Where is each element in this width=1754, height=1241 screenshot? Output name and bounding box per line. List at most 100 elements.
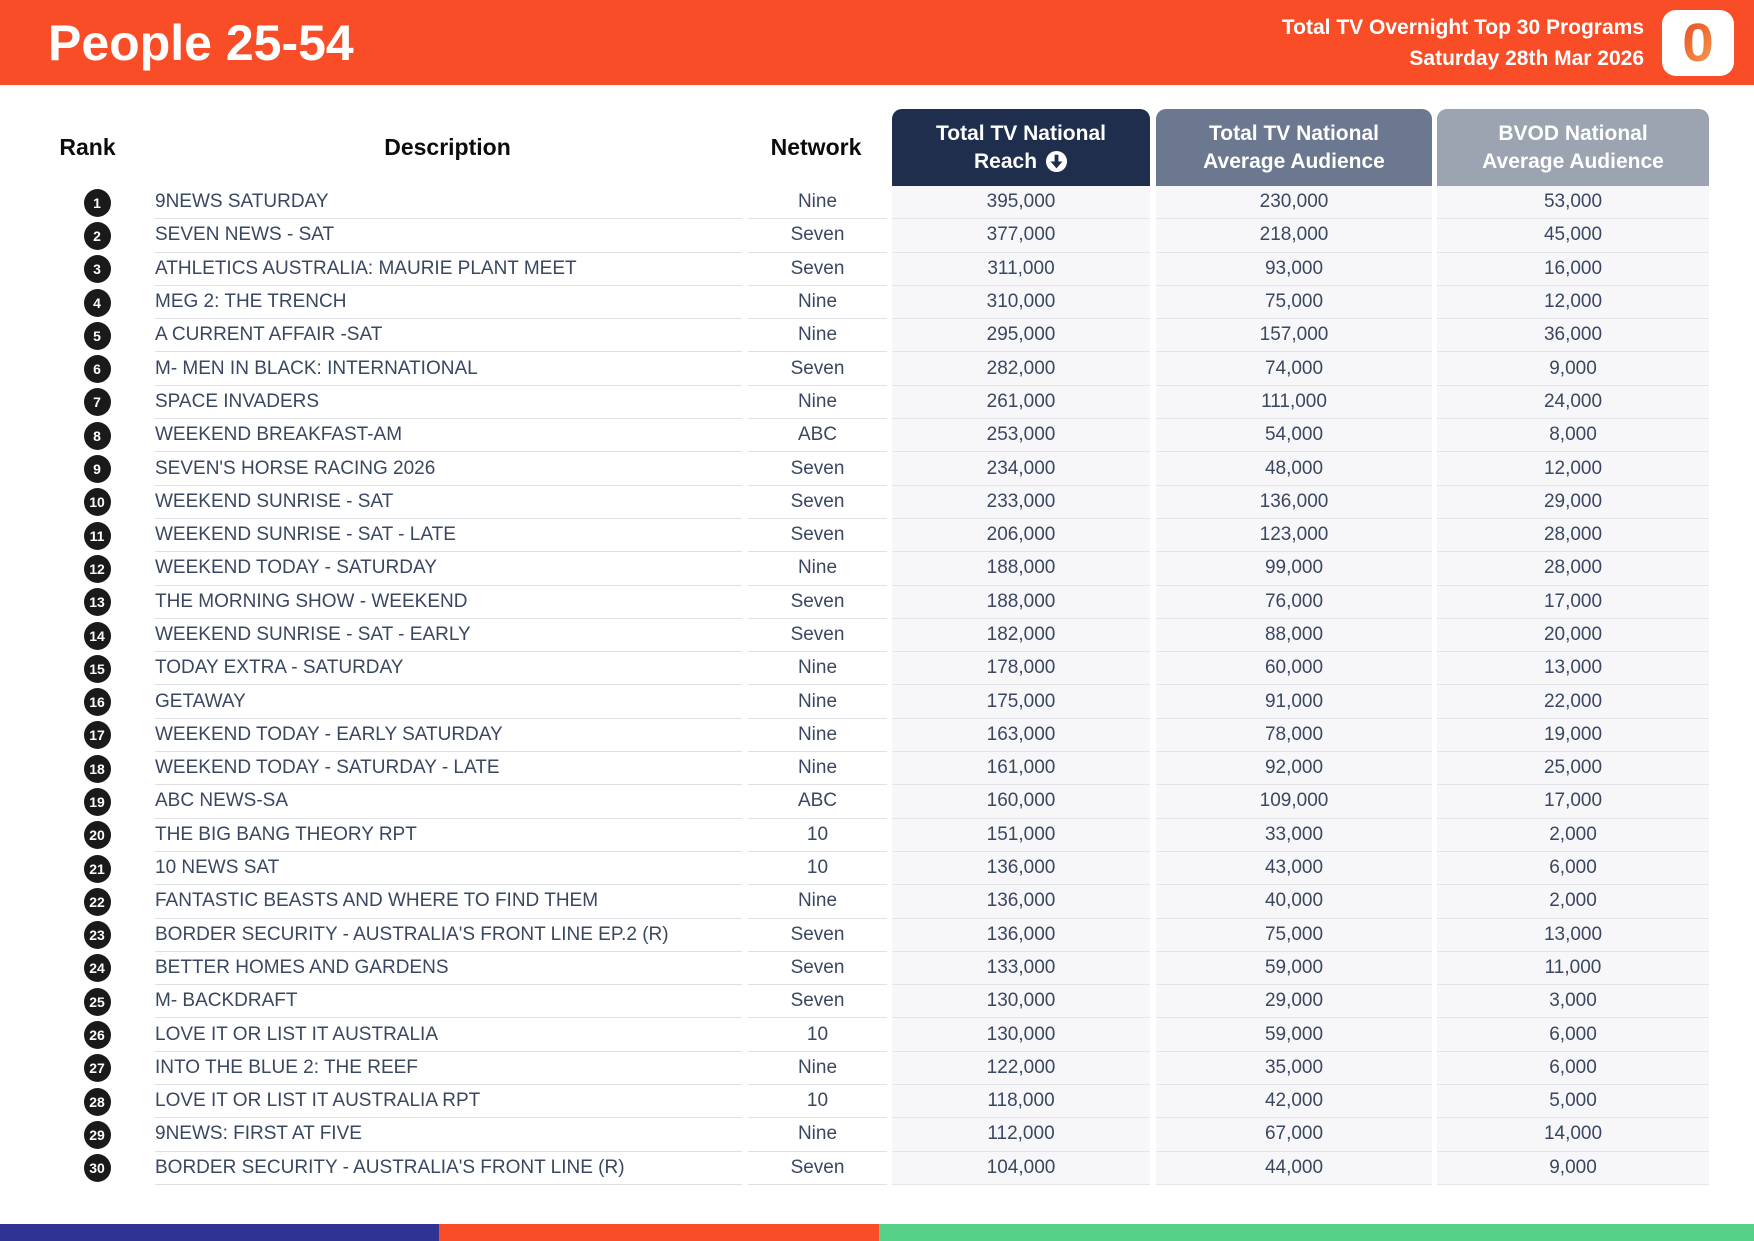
network-cell: Nine	[748, 186, 887, 220]
oztam-zero-icon: 0	[1682, 12, 1714, 73]
network-cell: Seven	[748, 952, 887, 986]
rank-badge: 18	[83, 754, 111, 783]
bvod-audience-value: 20,000	[1437, 618, 1709, 653]
program-description: M- MEN IN BLACK: INTERNATIONAL	[155, 352, 742, 386]
bvod-header-line2: Average Audience	[1482, 149, 1664, 173]
program-description: WEEKEND BREAKFAST-AM	[155, 419, 742, 453]
column-header-bvod-audience: BVOD National Average Audience	[1437, 109, 1709, 186]
bvod-audience-value: 29,000	[1437, 485, 1709, 519]
program-description: MEG 2: THE TRENCH	[155, 286, 742, 320]
table-row: 11 WEEKEND SUNRISE - SAT - LATE Seven 20…	[0, 518, 1754, 553]
network-cell: ABC	[748, 785, 887, 819]
rank-cell: 11	[74, 519, 120, 552]
rank-cell: 14	[74, 619, 120, 652]
program-description: BORDER SECURITY - AUSTRALIA'S FRONT LINE…	[155, 919, 742, 952]
bvod-audience-value: 17,000	[1437, 785, 1709, 819]
rank-cell: 2	[74, 219, 120, 252]
bvod-audience-value: 2,000	[1437, 818, 1709, 852]
avg-audience-value: 42,000	[1156, 1085, 1432, 1119]
bvod-audience-value: 8,000	[1437, 419, 1709, 453]
rank-badge: 3	[83, 255, 111, 284]
program-description: INTO THE BLUE 2: THE REEF	[155, 1052, 742, 1086]
network-cell: 10	[748, 1085, 887, 1119]
rank-cell: 29	[74, 1118, 120, 1151]
rank-cell: 9	[74, 452, 120, 485]
rank-cell: 17	[74, 719, 120, 752]
program-description: LOVE IT OR LIST IT AUSTRALIA RPT	[155, 1085, 742, 1119]
table-row: 29 9NEWS: FIRST AT FIVE Nine 112,000 67,…	[0, 1118, 1754, 1152]
rank-cell: 22	[74, 885, 120, 918]
rank-cell: 24	[74, 952, 120, 985]
bvod-audience-value: 36,000	[1437, 319, 1709, 353]
program-description: SEVEN'S HORSE RACING 2026	[155, 452, 742, 486]
avg-audience-value: 44,000	[1156, 1151, 1432, 1185]
rank-badge: 26	[83, 1021, 111, 1050]
program-description: SPACE INVADERS	[155, 386, 742, 420]
rank-cell: 5	[74, 319, 120, 352]
rank-cell: 23	[74, 919, 120, 952]
reach-value: 188,000	[892, 552, 1150, 586]
reach-value: 136,000	[892, 851, 1150, 886]
avg-audience-value: 54,000	[1156, 419, 1432, 453]
reach-value: 377,000	[892, 219, 1150, 253]
bvod-audience-value: 2,000	[1437, 885, 1709, 919]
network-cell: Nine	[748, 319, 887, 353]
bvod-audience-value: 13,000	[1437, 652, 1709, 686]
rank-badge: 4	[83, 288, 111, 317]
sort-descending-icon	[1045, 150, 1068, 173]
rank-badge: 9	[83, 455, 111, 484]
reach-header-line1: Total TV National	[936, 121, 1106, 145]
reach-value: 310,000	[892, 285, 1150, 320]
program-description: GETAWAY	[155, 685, 742, 719]
rank-cell: 16	[74, 685, 120, 718]
avg-audience-value: 33,000	[1156, 818, 1432, 852]
program-description: WEEKEND TODAY - SATURDAY - LATE	[155, 752, 742, 786]
reach-value: 118,000	[892, 1085, 1150, 1119]
rank-cell: 7	[74, 386, 120, 419]
avg-audience-value: 157,000	[1156, 319, 1432, 353]
avg-audience-value: 92,000	[1156, 752, 1432, 786]
bvod-audience-value: 12,000	[1437, 285, 1709, 320]
network-cell: Nine	[748, 1118, 887, 1152]
avg-audience-value: 91,000	[1156, 685, 1432, 719]
program-description: WEEKEND SUNRISE - SAT - LATE	[155, 519, 742, 553]
program-description: THE MORNING SHOW - WEEKEND	[155, 586, 742, 619]
table-row: 12 WEEKEND TODAY - SATURDAY Nine 188,000…	[0, 552, 1754, 586]
rank-badge: 19	[83, 787, 111, 816]
bvod-audience-value: 3,000	[1437, 985, 1709, 1019]
bvod-audience-value: 28,000	[1437, 518, 1709, 553]
rank-cell: 26	[74, 1018, 120, 1051]
program-description: BETTER HOMES AND GARDENS	[155, 952, 742, 986]
column-header-network: Network	[770, 134, 862, 160]
program-description: FANTASTIC BEASTS AND WHERE TO FIND THEM	[155, 885, 742, 919]
report-subtitle: Total TV Overnight Top 30 Programs Satur…	[1282, 12, 1644, 74]
rank-badge: 16	[83, 688, 111, 717]
avg-audience-value: 123,000	[1156, 518, 1432, 553]
avg-audience-value: 111,000	[1156, 385, 1432, 420]
avg-audience-value: 59,000	[1156, 951, 1432, 986]
program-description: WEEKEND SUNRISE - SAT	[155, 486, 742, 519]
report-header: People 25-54 Total TV Overnight Top 30 P…	[0, 0, 1754, 85]
rank-cell: 15	[74, 652, 120, 685]
rank-badge: 8	[83, 421, 111, 450]
reach-value: 136,000	[892, 885, 1150, 919]
rank-badge: 15	[83, 654, 111, 683]
bvod-audience-value: 13,000	[1437, 918, 1709, 952]
table-row: 28 LOVE IT OR LIST IT AUSTRALIA RPT 10 1…	[0, 1085, 1754, 1119]
reach-value: 104,000	[892, 1151, 1150, 1185]
avg-audience-value: 43,000	[1156, 851, 1432, 886]
bvod-audience-value: 6,000	[1437, 1051, 1709, 1086]
network-cell: 10	[748, 1018, 887, 1052]
table-row: 26 LOVE IT OR LIST IT AUSTRALIA 10 130,0…	[0, 1018, 1754, 1052]
table-row: 5 A CURRENT AFFAIR -SAT Nine 295,000 157…	[0, 319, 1754, 353]
bvod-audience-value: 17,000	[1437, 585, 1709, 619]
column-header-reach[interactable]: Total TV National Reach	[892, 109, 1150, 186]
rank-badge: 5	[83, 321, 111, 350]
rank-badge: 27	[83, 1054, 111, 1083]
bvod-audience-value: 45,000	[1437, 219, 1709, 253]
table-row: 7 SPACE INVADERS Nine 261,000 111,000 24…	[0, 385, 1754, 420]
network-cell: Nine	[748, 286, 887, 320]
reach-value: 182,000	[892, 618, 1150, 653]
network-cell: Nine	[748, 552, 887, 586]
avg-audience-value: 40,000	[1156, 885, 1432, 919]
